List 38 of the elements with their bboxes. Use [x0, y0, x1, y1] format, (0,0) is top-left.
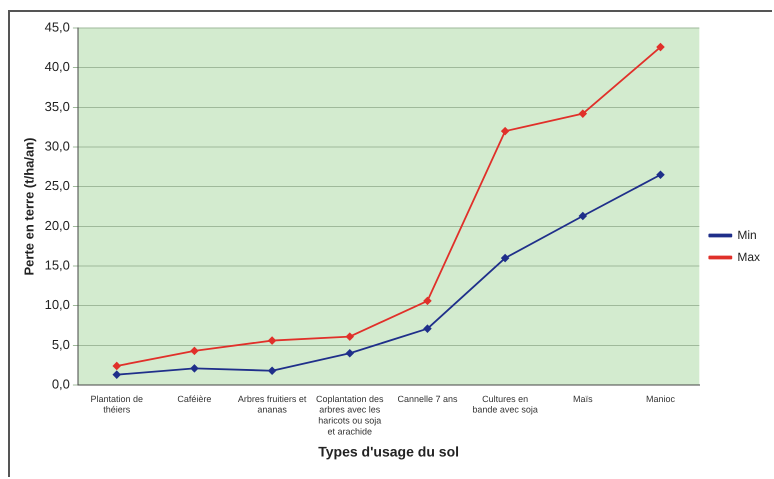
- legend-label: Min: [737, 228, 757, 242]
- point: [112, 362, 121, 370]
- y-tick-label: 35,0: [44, 98, 70, 114]
- point: [656, 43, 664, 51]
- x-tick-label: Plantation de théiers: [90, 394, 144, 415]
- x-tick-label: Manioc: [646, 394, 676, 404]
- y-tick-label: 25,0: [44, 178, 70, 194]
- point: [268, 366, 276, 375]
- y-tick-label: 15,0: [44, 258, 70, 273]
- y-tick-label: 45,0: [44, 20, 70, 35]
- point: [501, 254, 510, 262]
- x-tick-label: Caféière: [177, 394, 212, 404]
- y-tick-label: 10,0: [44, 297, 70, 312]
- point: [190, 346, 198, 355]
- x-tick-label: Maïs: [573, 394, 594, 404]
- y-tick-label: 30,0: [44, 138, 70, 154]
- point: [578, 110, 587, 118]
- point: [501, 127, 510, 136]
- x-tick-label: Coplantation des arbres avec les haricots ou soja et arachide: [316, 394, 384, 436]
- x-tick-label: Cultures en bande avec soja: [472, 394, 538, 415]
- point: [112, 370, 121, 379]
- point: [656, 170, 664, 179]
- y-tick-label: 0,0: [52, 376, 70, 392]
- y-axis-title: Perte en terre (t/ha/an): [21, 138, 36, 276]
- point: [346, 349, 354, 358]
- x-axis-title: Types d'usage du sol: [318, 443, 459, 460]
- y-tick-label: 5,0: [52, 336, 70, 352]
- point: [346, 332, 354, 341]
- point: [424, 297, 432, 305]
- point: [578, 212, 587, 220]
- point: [268, 336, 276, 344]
- point: [190, 364, 198, 372]
- point: [424, 324, 432, 333]
- y-tick-label: 20,0: [44, 218, 70, 233]
- legend-label: Max: [737, 250, 760, 264]
- y-tick-label: 40,0: [44, 59, 70, 74]
- x-tick-label: Cannelle 7 ans: [397, 394, 458, 404]
- x-tick-label: Arbres fruitiers et ananas: [238, 394, 307, 415]
